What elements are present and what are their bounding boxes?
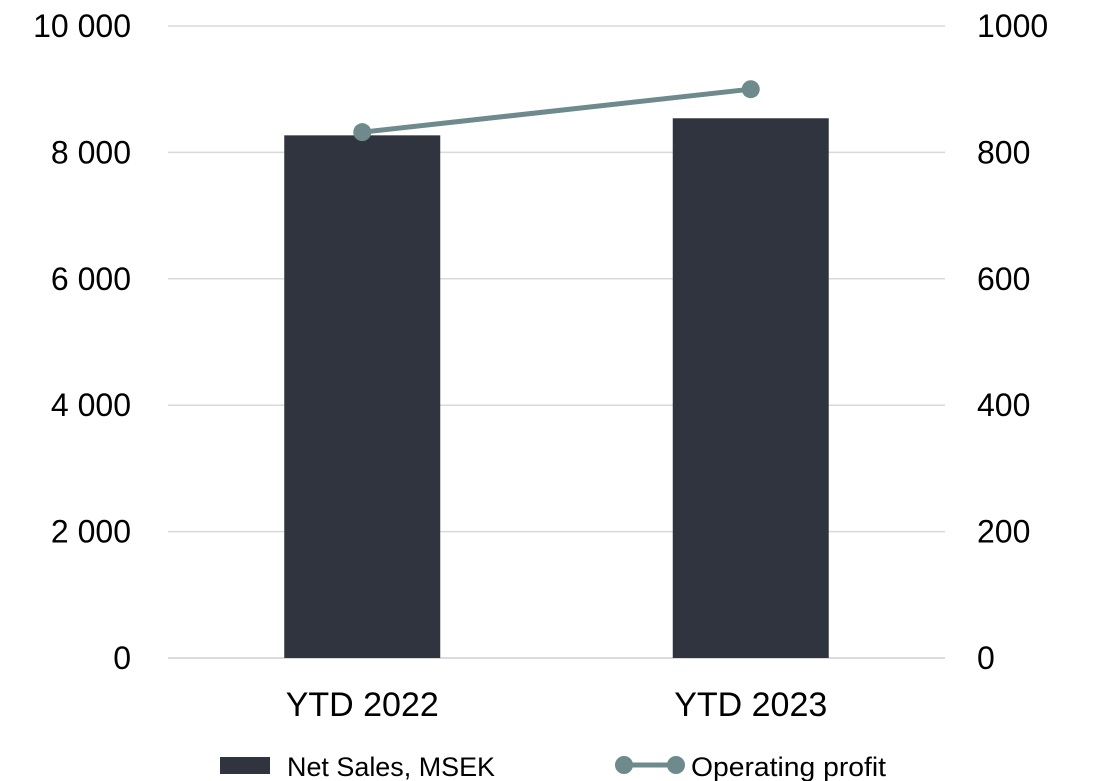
line-point: [353, 123, 372, 142]
right-axis-tick-label: 800: [977, 134, 1030, 170]
left-axis-tick-label: 8 000: [51, 134, 131, 170]
left-axis-tick-label: 0: [113, 640, 131, 676]
line-operating-profit: [361, 86, 752, 135]
category-axis: YTD 2022 YTD 2023: [286, 686, 828, 724]
bar: [672, 118, 829, 659]
left-axis-tick-label: 10 000: [33, 8, 131, 44]
right-axis-tick-label: 400: [977, 387, 1030, 423]
right-axis: 0 200 400 600 800 1000: [977, 8, 1048, 676]
category-label: YTD 2022: [286, 686, 439, 724]
legend-label-net-sales: Net Sales, MSEK: [287, 752, 495, 781]
bar-series: [284, 118, 829, 659]
category-label: YTD 2023: [674, 686, 827, 724]
legend-marker-right: [667, 756, 685, 774]
legend-swatch-net-sales: [220, 757, 270, 774]
bar: [284, 135, 441, 658]
right-axis-tick-label: 0: [977, 640, 995, 676]
left-axis-tick-label: 4 000: [51, 387, 131, 423]
line-point: [741, 80, 760, 99]
right-axis-tick-label: 600: [977, 261, 1030, 297]
legend-marker-left: [615, 756, 633, 774]
left-axis-tick-label: 6 000: [51, 261, 131, 297]
right-axis-tick-label: 1000: [977, 8, 1048, 44]
legend: Net Sales, MSEK Operating profit: [220, 752, 887, 781]
legend-label-operating-profit: Operating profit: [691, 752, 887, 781]
left-axis: 0 2 000 4 000 6 000 8 000 10 000: [33, 8, 131, 676]
right-axis-tick-label: 200: [977, 514, 1030, 550]
left-axis-tick-label: 2 000: [51, 514, 131, 550]
line-series: [353, 80, 760, 142]
